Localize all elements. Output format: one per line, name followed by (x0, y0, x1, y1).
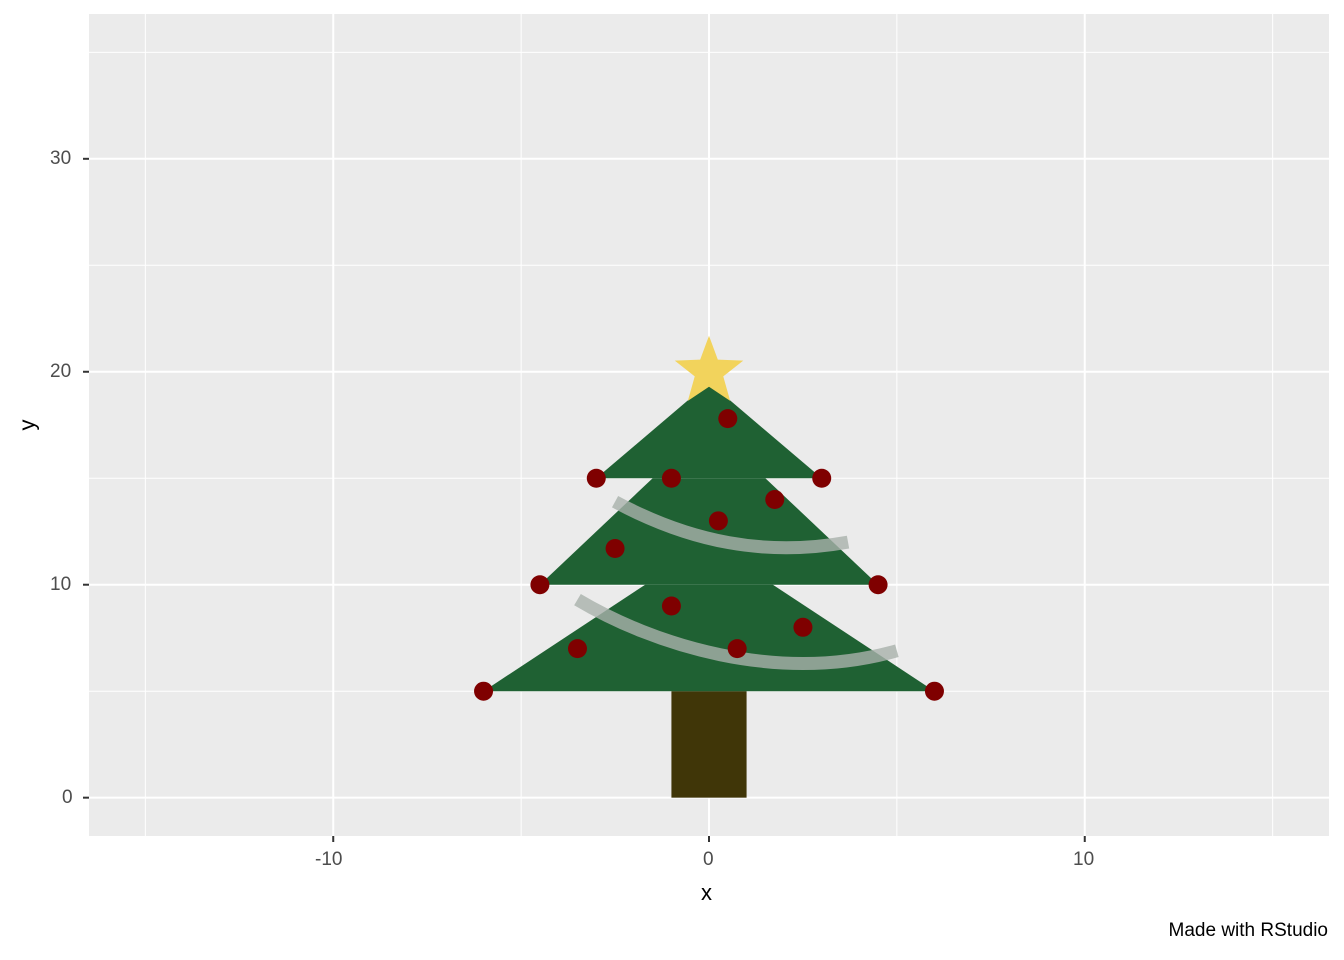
ornament (924, 681, 944, 701)
ornament (605, 539, 625, 559)
ornament (868, 575, 888, 595)
ornament (765, 490, 785, 510)
caption: Made with RStudio (1168, 920, 1328, 941)
tree-trunk (671, 691, 747, 798)
x-axis-title: x (701, 880, 712, 905)
ornament (586, 468, 606, 488)
garland-1 (574, 594, 899, 670)
y-tick-label: 30 (50, 148, 72, 169)
y-tick-label: 10 (50, 574, 72, 595)
ornament (708, 511, 728, 531)
ornament (727, 639, 747, 659)
star-icon (674, 335, 744, 401)
ornament (474, 681, 494, 701)
ornament (793, 617, 813, 637)
tree-tier-top (596, 382, 822, 479)
y-axis-title: y (14, 419, 40, 431)
ornament (530, 575, 550, 595)
x-tick-label: -10 (315, 849, 343, 870)
ornament (661, 596, 681, 616)
ornament (718, 409, 738, 429)
garland-2 (611, 495, 850, 555)
y-tick-label: 20 (50, 361, 72, 382)
ornament (567, 639, 587, 659)
x-tick-label: 0 (703, 849, 714, 870)
ornament (812, 468, 832, 488)
ornament (661, 468, 681, 488)
x-tick-label: 10 (1073, 849, 1095, 870)
y-tick-label: 0 (62, 787, 73, 808)
